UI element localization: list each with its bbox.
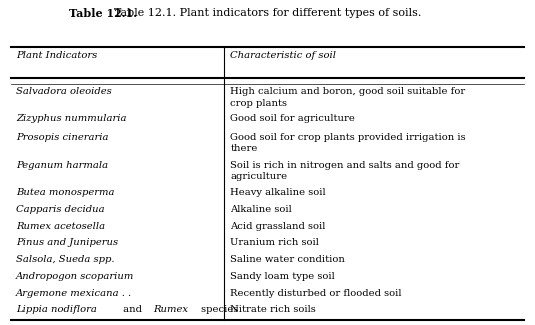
Text: Nitrate rich soils: Nitrate rich soils	[230, 306, 316, 314]
Text: High calcium and boron, good soil suitable for
crop plants: High calcium and boron, good soil suitab…	[230, 87, 465, 108]
Text: Uranium rich soil: Uranium rich soil	[230, 238, 319, 247]
Text: Andropogon scoparium: Andropogon scoparium	[16, 272, 134, 281]
Text: Salsola, Sueda spp.: Salsola, Sueda spp.	[16, 255, 114, 264]
Text: Lippia nodiflora: Lippia nodiflora	[16, 306, 97, 314]
Text: Zizyphus nummularia: Zizyphus nummularia	[16, 114, 127, 124]
Text: Alkaline soil: Alkaline soil	[230, 205, 292, 214]
Text: species: species	[198, 306, 239, 314]
Text: Table 12.1. Plant indicators for different types of soils.: Table 12.1. Plant indicators for differe…	[114, 8, 421, 18]
Text: Rumex: Rumex	[153, 306, 188, 314]
Text: and: and	[120, 306, 146, 314]
Text: Heavy alkaline soil: Heavy alkaline soil	[230, 188, 326, 197]
Text: Argemone mexicana . .: Argemone mexicana . .	[16, 289, 132, 298]
Text: Rumex acetosella: Rumex acetosella	[16, 222, 105, 231]
Text: Good soil for agriculture: Good soil for agriculture	[230, 114, 355, 124]
Text: Acid grassland soil: Acid grassland soil	[230, 222, 326, 231]
Text: Saline water condition: Saline water condition	[230, 255, 345, 264]
Text: Characteristic of soil: Characteristic of soil	[230, 51, 337, 60]
Text: Table 12.1.: Table 12.1.	[69, 8, 137, 19]
Text: Pinus and Juniperus: Pinus and Juniperus	[16, 238, 118, 247]
Text: Plant Indicators: Plant Indicators	[16, 51, 97, 60]
Text: Soil is rich in nitrogen and salts and good for
agriculture: Soil is rich in nitrogen and salts and g…	[230, 161, 460, 181]
Text: Salvadora oleoides: Salvadora oleoides	[16, 87, 112, 96]
Text: Recently disturbed or flooded soil: Recently disturbed or flooded soil	[230, 289, 402, 298]
Text: Good soil for crop plants provided irrigation is
there: Good soil for crop plants provided irrig…	[230, 133, 466, 153]
Text: Butea monosperma: Butea monosperma	[16, 188, 114, 197]
Text: Sandy loam type soil: Sandy loam type soil	[230, 272, 335, 281]
Text: Prosopis cineraria: Prosopis cineraria	[16, 133, 109, 141]
Text: Peganum harmala: Peganum harmala	[16, 161, 108, 170]
Text: Capparis decidua: Capparis decidua	[16, 205, 105, 214]
